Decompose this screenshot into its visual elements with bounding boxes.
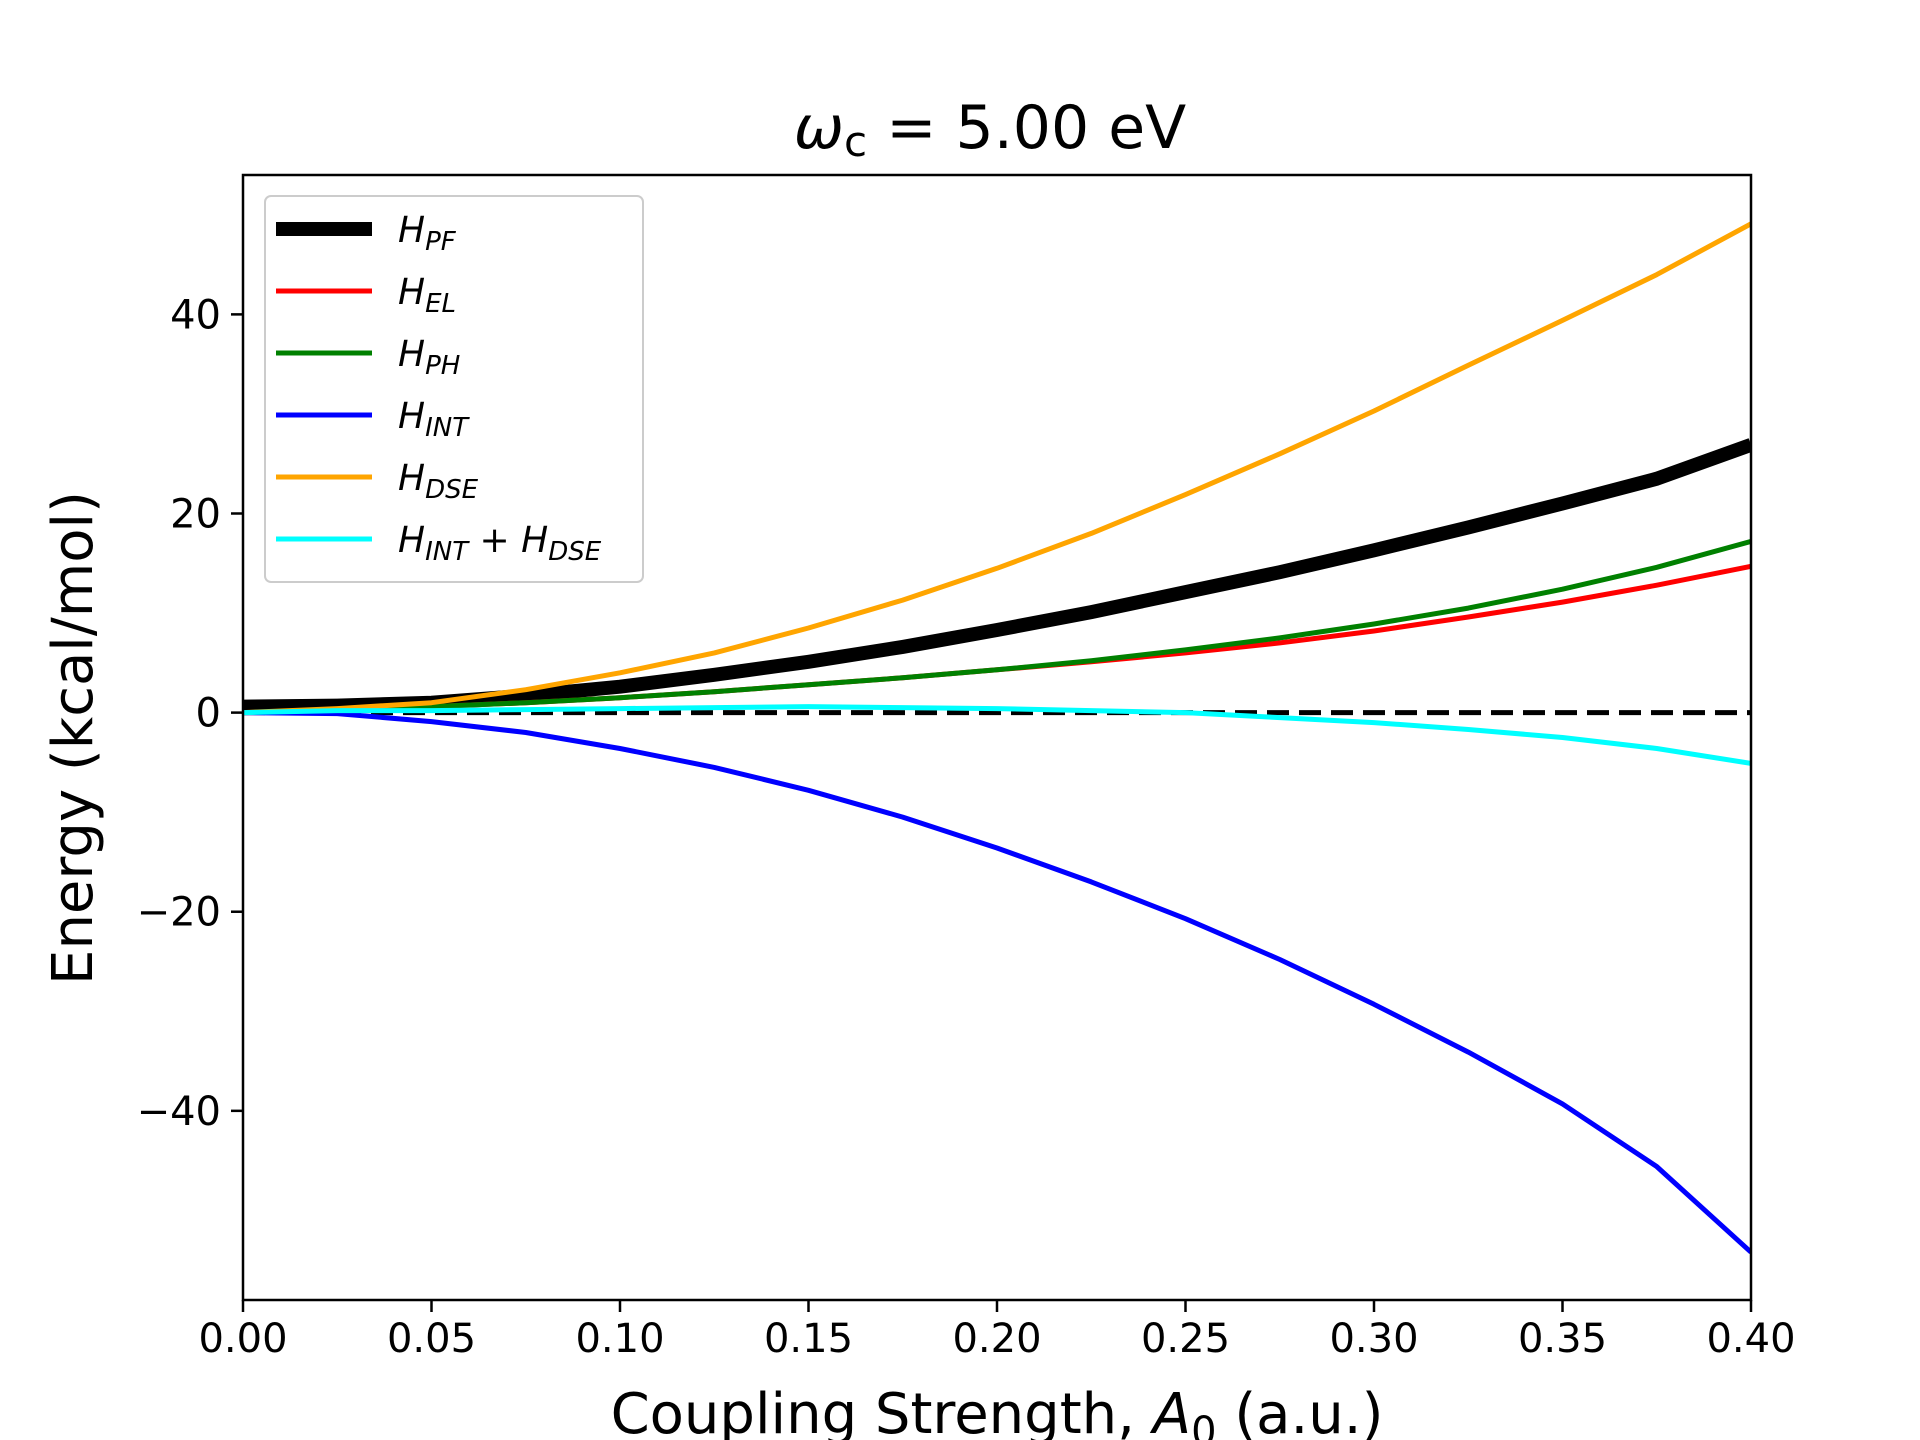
legend-label-int: HINT — [398, 396, 470, 443]
x-axis: 0.00 0.05 0.10 0.15 0.20 0.25 0.30 0.35 0.40 — [198, 1300, 1796, 1362]
x-tick-label: 0.30 — [1329, 1316, 1418, 1362]
x-tick-label: 0.05 — [387, 1316, 476, 1362]
legend: HPF HEL HPH HINT HDSE HINT + HDSE — [264, 195, 644, 583]
series-line-pf — [243, 438, 1751, 714]
series-line-el — [243, 563, 1751, 716]
legend-label-pf: HPF — [398, 210, 457, 257]
series-line-ph — [243, 538, 1751, 716]
x-tick-label: 0.35 — [1518, 1316, 1607, 1362]
y-tick-label: −20 — [137, 890, 221, 936]
x-tick-label: 0.20 — [952, 1316, 1041, 1362]
plot-area — [241, 173, 1753, 1302]
y-axis: −40 −20 0 20 40 — [137, 292, 243, 1135]
series-line-int — [243, 710, 1751, 1255]
y-tick-label: 0 — [196, 691, 221, 737]
x-axis-label: Coupling Strength, A0 (a.u.) — [611, 1382, 1384, 1440]
x-tick-label: 0.15 — [764, 1316, 853, 1362]
y-tick-label: 20 — [170, 491, 221, 537]
chart-title: ωc = 5.00 eV — [794, 93, 1186, 166]
series-line-dse — [243, 221, 1751, 716]
legend-label-int-dse: HINT + HDSE — [398, 520, 602, 567]
legend-label-ph: HPH — [398, 334, 460, 381]
y-tick-label: 40 — [170, 292, 221, 338]
x-tick-label: 0.25 — [1141, 1316, 1230, 1362]
legend-label-dse: HDSE — [398, 458, 479, 505]
x-tick-label: 0.40 — [1706, 1316, 1795, 1362]
y-tick-label: −40 — [137, 1089, 221, 1135]
legend-label-el: HEL — [398, 272, 456, 319]
y-axis-label: Energy (kcal/mol) — [41, 491, 106, 985]
x-tick-label: 0.00 — [198, 1316, 287, 1362]
series-line-int-dse — [243, 704, 1751, 766]
x-tick-label: 0.10 — [575, 1316, 664, 1362]
